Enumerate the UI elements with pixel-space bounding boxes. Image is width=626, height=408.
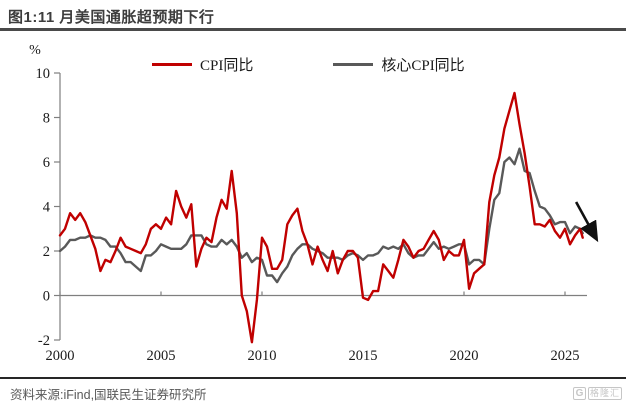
legend-label-cpi: CPI同比: [200, 58, 254, 74]
cpi-line-swatch: [152, 63, 192, 66]
chart-legend: CPI同比 核心CPI同比: [152, 54, 465, 75]
x-axis-label: 2025: [551, 348, 580, 364]
y-axis-label: 6: [43, 155, 50, 171]
y-axis-label: 2: [43, 244, 50, 260]
x-axis-label: 2005: [147, 348, 176, 364]
watermark-logo-icon: G: [572, 387, 586, 400]
core-cpi-line-swatch: [333, 63, 374, 66]
legend-label-core-cpi: 核心CPI同比: [381, 58, 465, 74]
core-cpi-line: [58, 147, 584, 284]
legend-item-core-cpi: 核心CPI同比: [333, 54, 465, 75]
legend-item-cpi: CPI同比: [152, 54, 253, 75]
cpi-line: [58, 91, 584, 344]
chart-title: 图1:11 月美国通胀超预期下行: [8, 9, 215, 26]
y-axis-label: 4: [43, 200, 51, 216]
y-axis-label: 10: [36, 66, 51, 82]
y-axis-unit-label: %: [29, 43, 41, 58]
x-axis-label: 2000: [46, 348, 75, 364]
x-axis-label: 2020: [450, 348, 479, 364]
watermark-logo-text: 格隆汇: [587, 387, 622, 400]
downtrend-arrow: [574, 201, 599, 243]
source-note: 资料来源:iFind,国联民生证券研究所: [10, 388, 207, 402]
y-axis-label: -2: [38, 333, 50, 349]
title-underline: [0, 28, 626, 31]
x-axis-label: 2010: [248, 348, 277, 364]
y-axis-label: 8: [43, 111, 50, 127]
y-axis-label: 0: [43, 289, 50, 305]
gelonghui-watermark: G 格隆汇: [572, 387, 622, 400]
x-axis-label: 2015: [349, 348, 378, 364]
footer-divider: [0, 377, 626, 379]
